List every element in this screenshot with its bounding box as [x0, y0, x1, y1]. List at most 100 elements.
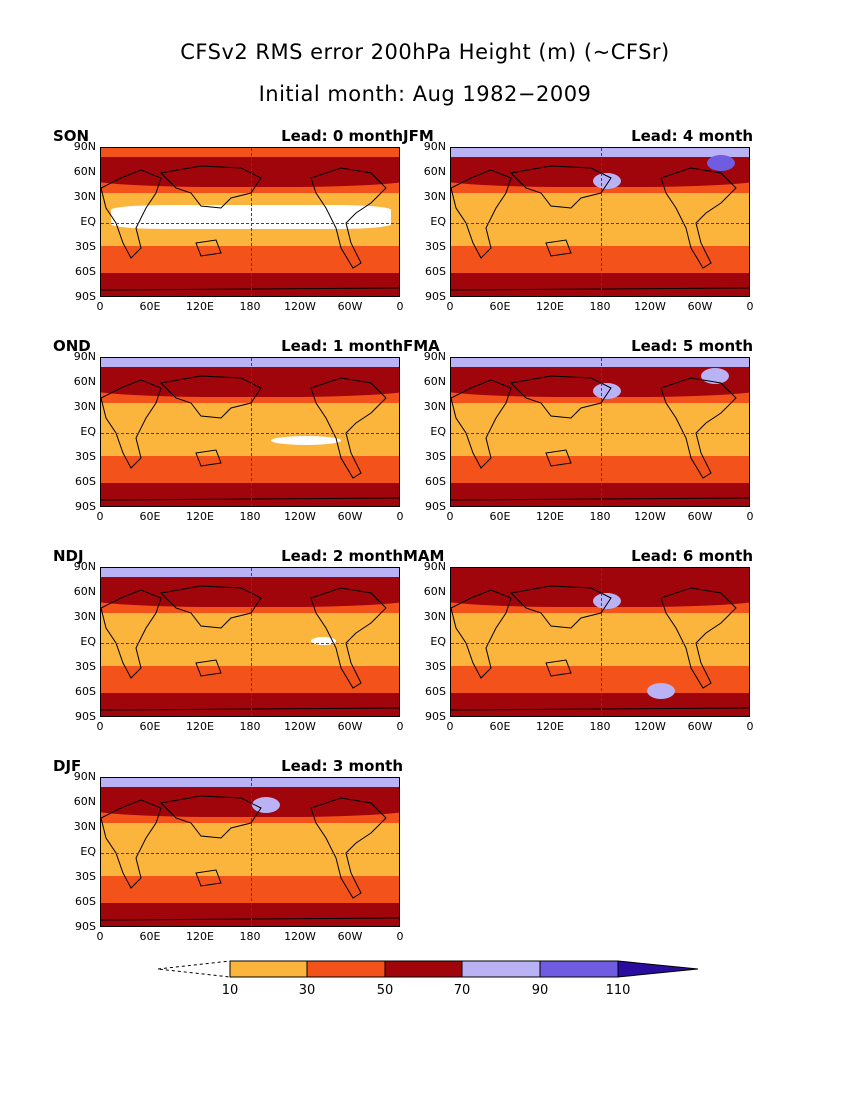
coastline-segment [509, 585, 612, 629]
y-tick-label: 30N [423, 610, 446, 623]
coastline-segment [101, 379, 162, 469]
contour-band [451, 287, 749, 296]
contour-band [101, 272, 399, 289]
y-tick-label: 60N [73, 795, 96, 808]
x-tick-label: 120W [634, 720, 666, 733]
y-tick-label: 60N [73, 375, 96, 388]
x-tick-label: 60E [139, 930, 161, 943]
panel-map [450, 567, 750, 717]
latitude-gridline [101, 643, 399, 644]
colorbar-label: 110 [605, 983, 631, 998]
y-tick-label: 60S [75, 895, 96, 908]
colorbar-swatch-90-110 [539, 960, 619, 978]
contour-band [451, 467, 749, 484]
colorbar-label: 50 [376, 983, 394, 998]
dateline-gridline [601, 148, 602, 296]
y-tick-label: 60N [73, 585, 96, 598]
coastline-segment [310, 377, 387, 479]
x-tick-label: 0 [446, 300, 454, 313]
colorbar-swatch-above-110 [617, 960, 699, 978]
dateline-gridline [251, 358, 252, 506]
coastline-segment [195, 239, 222, 257]
dateline-gridline [251, 778, 252, 926]
panel-lead-label: Lead: 0 month [281, 127, 403, 145]
contour-band [451, 245, 749, 259]
contour-band [101, 613, 399, 637]
panel-season-label: OND [53, 337, 91, 355]
panel-season-label: DJF [53, 757, 82, 775]
contour-blob [701, 368, 729, 384]
y-tick-label: 90S [425, 500, 446, 513]
y-tick-label: 90N [73, 350, 96, 363]
contour-band [101, 677, 399, 694]
coastline-segment [509, 375, 612, 419]
panel-map [100, 777, 400, 927]
x-tick-label: 0 [396, 720, 404, 733]
y-tick-label: 30N [73, 400, 96, 413]
contour-band [101, 778, 399, 788]
x-tick-label: 180 [589, 720, 611, 733]
contour-band [101, 845, 399, 877]
x-tick-label: 0 [96, 300, 104, 313]
y-tick-label: 30S [75, 870, 96, 883]
contour-band [451, 193, 749, 217]
x-tick-label: 60E [489, 720, 511, 733]
colorbar-label: 90 [531, 983, 549, 998]
contour-band [101, 373, 399, 397]
contour-band [451, 148, 749, 158]
y-tick-label: 60S [425, 685, 446, 698]
coastline-segment [159, 165, 262, 209]
colorbar-swatch-50-70 [384, 960, 463, 978]
contour-band [101, 245, 399, 259]
coastline-segment [310, 167, 387, 269]
latitude-gridline [101, 853, 399, 854]
y-tick-label: 30S [75, 450, 96, 463]
dateline-gridline [601, 568, 602, 716]
y-tick-label: 60S [75, 265, 96, 278]
contour-band [101, 148, 399, 158]
coastline-segment [195, 869, 222, 887]
x-tick-label: 60W [337, 300, 363, 313]
coastline-segment [159, 795, 262, 839]
y-tick-label: 90S [75, 500, 96, 513]
latitude-gridline [101, 433, 399, 434]
colorbar-label: 10 [221, 983, 239, 998]
y-tick-label: 60N [423, 375, 446, 388]
coastline-segment [101, 799, 162, 889]
contour-band [101, 917, 399, 926]
x-tick-label: 60E [139, 300, 161, 313]
x-tick-label: 120E [536, 300, 564, 313]
y-tick-label: 90S [425, 290, 446, 303]
y-tick-label: 60N [423, 585, 446, 598]
x-tick-label: 120W [284, 300, 316, 313]
contour-blob [707, 155, 735, 171]
y-tick-label: 30N [73, 610, 96, 623]
colorbar-swatches [157, 960, 699, 978]
panel-map [450, 147, 750, 297]
y-tick-label: 30S [75, 240, 96, 253]
x-tick-label: 120E [186, 930, 214, 943]
coastline-segment [159, 375, 262, 419]
coastline-segment [195, 449, 222, 467]
contour-band [101, 163, 399, 187]
below-threshold-region [311, 637, 336, 645]
contour-band [451, 425, 749, 457]
latitude-gridline [451, 643, 749, 644]
panel-map [100, 147, 400, 297]
coastline-segment [310, 797, 387, 899]
y-tick-label: 90S [75, 290, 96, 303]
x-tick-label: 0 [746, 300, 754, 313]
coastline-segment [545, 659, 572, 677]
coastline-segment [195, 659, 222, 677]
contour-band [101, 583, 399, 607]
x-tick-label: 180 [589, 510, 611, 523]
contour-band [101, 425, 399, 457]
x-tick-label: 0 [96, 720, 104, 733]
x-tick-label: 0 [746, 720, 754, 733]
contour-blob [593, 383, 621, 399]
y-tick-label: 90S [75, 710, 96, 723]
contour-band [451, 272, 749, 289]
contour-blob [593, 593, 621, 609]
y-tick-label: EQ [430, 215, 446, 228]
y-tick-label: 30S [425, 450, 446, 463]
